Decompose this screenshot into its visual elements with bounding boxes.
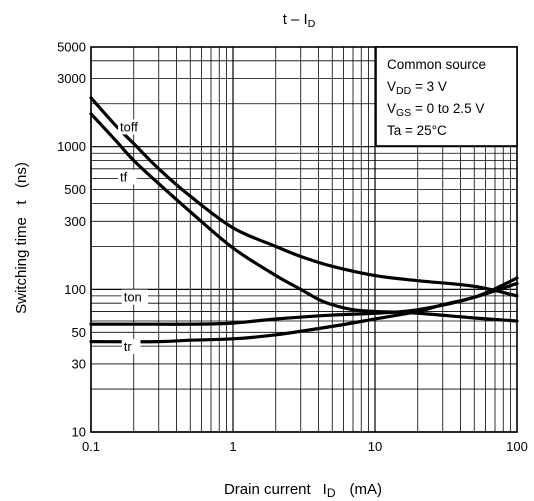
x-tick-label: 100 xyxy=(506,439,528,454)
chart-title: t – ID xyxy=(283,11,316,30)
curve-label-toff: toff xyxy=(120,119,138,134)
y-tick-label: 50 xyxy=(72,325,86,340)
curve-label-bg xyxy=(121,338,141,354)
legend-frame xyxy=(375,46,518,147)
series-line-toff xyxy=(89,96,519,298)
x-axis-label: Drain current ID (mA) xyxy=(224,481,382,500)
plot-frame xyxy=(90,46,518,433)
x-tick-label: 0.1 xyxy=(82,439,100,454)
series-line-tr xyxy=(89,281,519,344)
y-tick-label: 100 xyxy=(64,282,86,297)
legend-line-common-source: Common source xyxy=(387,57,486,72)
legend-line-vgs: VGS = 0 to 2.5 V xyxy=(387,101,484,119)
y-axis-label: Switching time t (ns) xyxy=(13,162,30,314)
y-tick-label: 300 xyxy=(64,214,86,229)
curve-label-tr: tr xyxy=(124,339,133,354)
x-tick-label: 1 xyxy=(229,439,236,454)
y-tick-label: 500 xyxy=(64,182,86,197)
curve-label-ton: ton xyxy=(124,290,142,305)
y-tick-label: 1000 xyxy=(57,139,86,154)
y-tick-label: 5000 xyxy=(57,40,86,55)
grid-minor xyxy=(91,46,517,432)
y-tick-labels: 10 30 50 100 300 500 1000 3000 5000 xyxy=(57,40,86,440)
y-tick-label: 10 xyxy=(72,425,86,440)
y-tick-label: 3000 xyxy=(57,71,86,86)
curve-label-bg xyxy=(117,169,137,185)
curve-labels: toff tf ton tr xyxy=(117,119,152,354)
x-tick-labels: 0.1 1 10 100 xyxy=(82,439,528,454)
curve-label-bg xyxy=(117,119,152,135)
x-tick-label: 10 xyxy=(368,439,382,454)
legend-line-ta: Ta = 25°C xyxy=(387,123,447,138)
legend-box: Common source VDD = 3 V VGS = 0 to 2.5 V… xyxy=(375,46,518,147)
curve-label-tf: tf xyxy=(120,170,128,185)
series-layer xyxy=(89,96,519,344)
legend-line-vdd: VDD = 3 V xyxy=(387,79,447,97)
curve-label-bg xyxy=(121,289,148,305)
y-tick-label: 30 xyxy=(72,356,86,371)
